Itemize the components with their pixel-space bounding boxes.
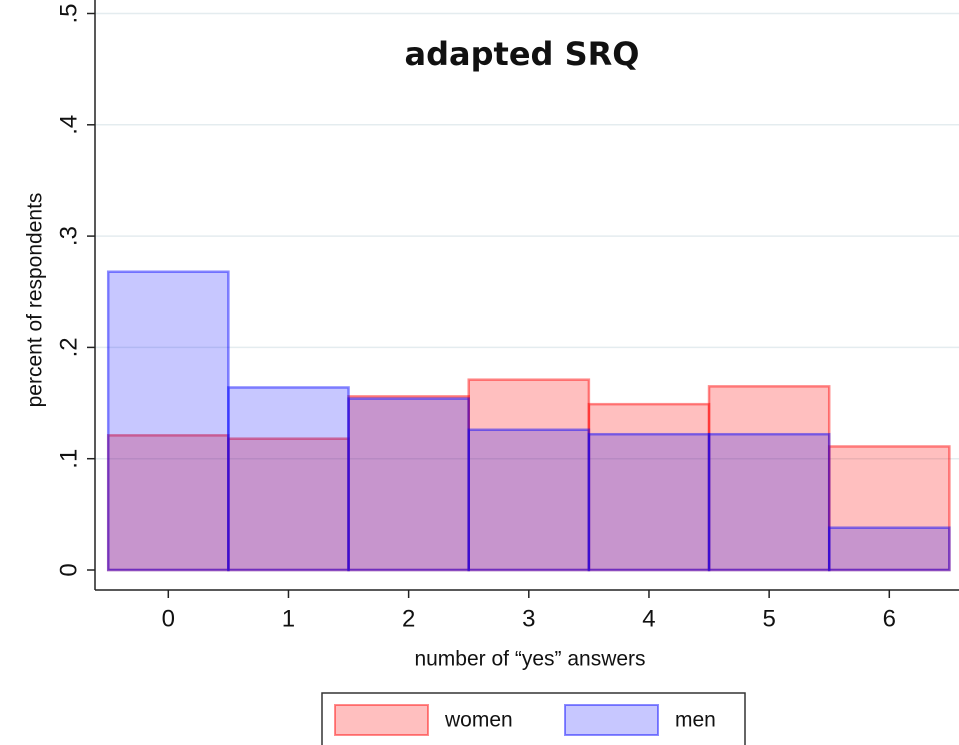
- y-tick-label: 0: [55, 563, 82, 576]
- histogram-bar: [467, 378, 591, 572]
- histogram-bar: [827, 526, 951, 572]
- histogram-bar: [467, 428, 591, 572]
- histogram-bar: [227, 437, 350, 572]
- legend-swatch: [564, 704, 659, 736]
- histogram-bar: [347, 395, 470, 572]
- y-tick-label: .1: [55, 449, 82, 469]
- x-tick-label: 2: [402, 605, 415, 632]
- histogram-bar: [106, 434, 230, 572]
- x-tick-label: 6: [883, 605, 896, 632]
- legend-label: men: [675, 709, 716, 732]
- y-tick-label: .4: [55, 115, 82, 135]
- histogram-bar: [587, 432, 711, 572]
- y-tick-label: .2: [55, 337, 82, 357]
- chart-title: adapted SRQ: [405, 35, 640, 73]
- y-axis-label: percent of respondents: [24, 193, 47, 408]
- histogram-bar: [227, 386, 350, 572]
- x-tick-label: 0: [162, 605, 175, 632]
- legend-label: women: [444, 709, 513, 732]
- x-axis-label: number of “yes” answers: [414, 648, 645, 671]
- histogram-bar: [827, 445, 951, 572]
- x-tick-label: 4: [642, 605, 655, 632]
- legend-swatch: [334, 704, 429, 736]
- histogram-bar: [347, 397, 470, 572]
- histogram-bar: [587, 402, 711, 572]
- histogram-bar: [707, 432, 831, 572]
- x-tick-label: 3: [522, 605, 535, 632]
- x-tick-label: 1: [282, 605, 295, 632]
- histogram-bar: [106, 270, 230, 572]
- y-tick-label: .5: [55, 3, 82, 23]
- histogram-bar: [707, 385, 831, 572]
- legend-box: [321, 692, 746, 745]
- x-tick-label: 5: [762, 605, 775, 632]
- y-tick-label: .3: [55, 226, 82, 246]
